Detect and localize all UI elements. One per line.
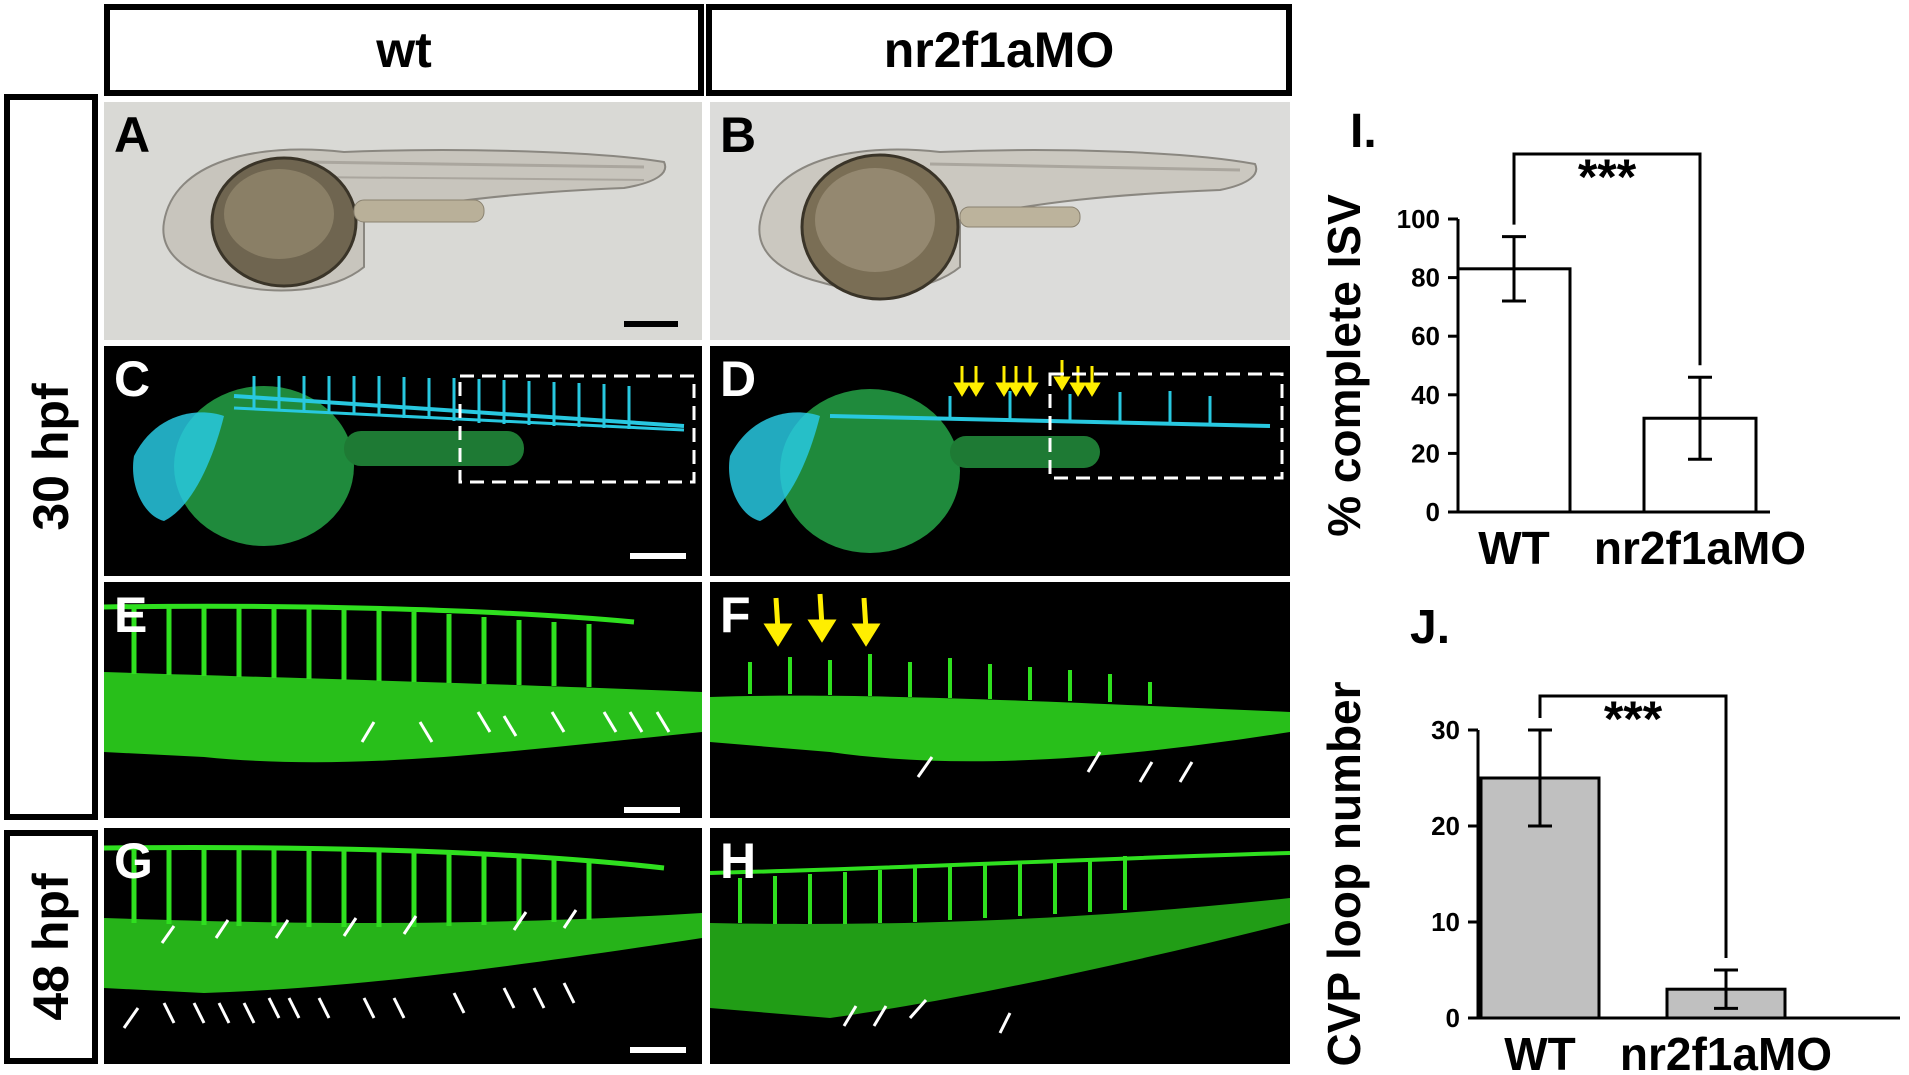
y-tick-label: 100 bbox=[1397, 204, 1440, 234]
y-axis-label: % complete ISV bbox=[1318, 194, 1370, 537]
panel-a: A bbox=[104, 102, 702, 340]
fluorescence-image bbox=[710, 851, 1290, 1034]
panel-c: C bbox=[104, 346, 702, 576]
x-tick-label: WT bbox=[1504, 1028, 1576, 1075]
panel-label-c: C bbox=[114, 351, 151, 407]
chart-j-plot: 0 10 20 30 CVP loop number WT nr2f1aMO *** bbox=[1318, 681, 1900, 1075]
header-mo-label: nr2f1aMO bbox=[883, 22, 1115, 78]
stage-30hpf: 30 hpf bbox=[4, 94, 98, 820]
panel-label-e: E bbox=[114, 587, 148, 643]
chart-j-label: J. bbox=[1410, 601, 1451, 654]
chart-i-label: I. bbox=[1350, 105, 1377, 158]
panel-h: H bbox=[710, 828, 1290, 1064]
x-tick-label: nr2f1aMO bbox=[1620, 1028, 1832, 1075]
significance-bracket bbox=[1512, 152, 1702, 366]
fluorescence-image bbox=[133, 374, 696, 559]
panel-g: G bbox=[104, 828, 702, 1064]
x-tick-label: nr2f1aMO bbox=[1594, 522, 1806, 574]
panel-label-h: H bbox=[720, 833, 757, 889]
bar bbox=[1456, 267, 1572, 514]
significance-bracket bbox=[1538, 694, 1728, 958]
y-tick-label: 0 bbox=[1426, 497, 1440, 527]
panel-f: F bbox=[710, 582, 1290, 818]
significance-label: *** bbox=[1604, 691, 1663, 747]
fluorescence-image bbox=[710, 593, 1290, 783]
panel-e: E bbox=[104, 582, 702, 818]
panel-label-d: D bbox=[720, 351, 757, 407]
stage-48hpf: 48 hpf bbox=[4, 830, 98, 1064]
stage-30hpf-label: 30 hpf bbox=[23, 383, 79, 531]
panel-label-f: F bbox=[720, 587, 751, 643]
y-axis-label: CVP loop number bbox=[1318, 681, 1370, 1066]
y-tick-label: 0 bbox=[1446, 1003, 1460, 1033]
panel-label-g: G bbox=[114, 833, 153, 889]
panel-label-a: A bbox=[114, 107, 151, 163]
y-tick-label: 10 bbox=[1431, 907, 1460, 937]
header-wt-label: wt bbox=[376, 22, 432, 78]
fluorescence-image bbox=[104, 603, 702, 813]
chart-i-plot: 0 20 40 60 80 100 % complete ISV WT nr2f1aMO *** bbox=[1318, 149, 1806, 574]
chart-j: J. 0 10 20 30 CVP loop number WT nr2f1aMO *** bbox=[1300, 600, 1905, 1075]
panel-d: D bbox=[710, 346, 1290, 576]
header-nr2f1amo: nr2f1aMO bbox=[706, 4, 1292, 96]
y-tick-label: 40 bbox=[1411, 380, 1440, 410]
stage-48hpf-label: 48 hpf bbox=[23, 873, 79, 1021]
y-tick-label: 20 bbox=[1411, 438, 1440, 468]
header-wt: wt bbox=[104, 4, 704, 96]
fluorescence-image bbox=[104, 845, 702, 1053]
panel-b: B bbox=[710, 102, 1290, 340]
significance-label: *** bbox=[1578, 149, 1637, 205]
embryo-brightfield-image bbox=[758, 148, 1258, 301]
fluorescence-image bbox=[729, 360, 1284, 553]
embryo-brightfield-image bbox=[162, 148, 678, 327]
y-tick-label: 80 bbox=[1411, 263, 1440, 293]
y-tick-label: 20 bbox=[1431, 811, 1460, 841]
y-tick-label: 60 bbox=[1411, 321, 1440, 351]
chart-i: I. 0 20 40 60 80 100 % complete ISV WT nr2f1aMO *… bbox=[1300, 104, 1905, 574]
x-tick-label: WT bbox=[1478, 522, 1550, 574]
y-tick-label: 30 bbox=[1431, 715, 1460, 745]
panel-label-b: B bbox=[720, 107, 757, 163]
